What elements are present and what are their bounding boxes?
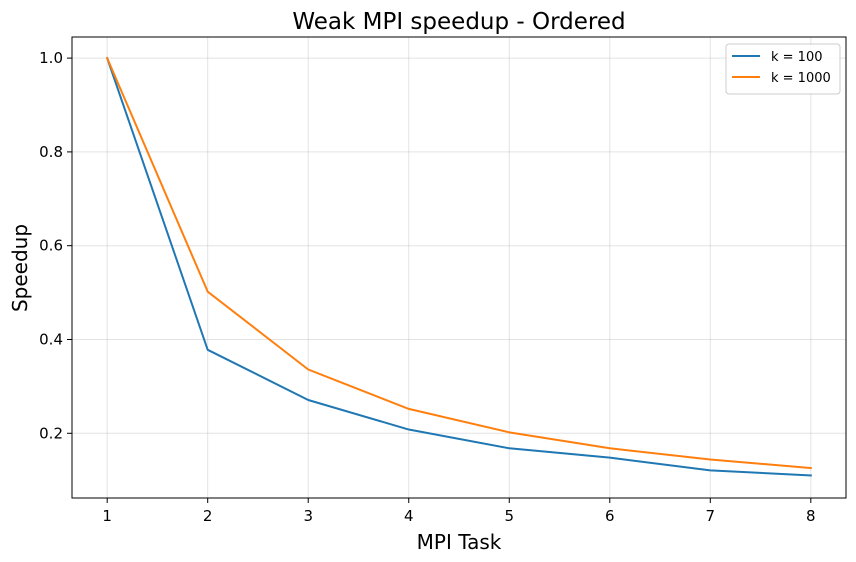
legend: k = 100 k = 1000 [725, 43, 841, 95]
series-line-2 [105, 56, 812, 470]
y-tick-label: 0.6 [39, 237, 63, 255]
plot-frame [71, 36, 847, 499]
series-line-1 [105, 56, 812, 477]
legend-label-1: k = 100 [771, 50, 823, 65]
x-tick-label: 6 [605, 507, 615, 525]
y-axis-title: Speedup [8, 224, 32, 312]
legend-label-2: k = 1000 [771, 71, 831, 86]
series-lines [105, 56, 812, 477]
x-axis-title: MPI Task [417, 530, 502, 554]
x-axis-ticks: 1 2 3 4 5 6 7 8 [102, 498, 816, 525]
x-tick-label: 3 [303, 507, 313, 525]
y-tick-label: 0.2 [39, 424, 63, 442]
x-tick-label: 1 [102, 507, 112, 525]
chart-title: Weak MPI speedup - Ordered [292, 9, 625, 35]
y-axis-ticks: 0.2 0.4 0.6 0.8 1.0 [39, 49, 72, 442]
y-tick-label: 1.0 [39, 49, 63, 67]
x-tick-label: 4 [404, 507, 414, 525]
x-tick-label: 8 [806, 507, 816, 525]
x-tick-label: 5 [504, 507, 514, 525]
x-tick-label: 2 [203, 507, 213, 525]
grid [72, 37, 846, 498]
y-tick-label: 0.8 [39, 143, 63, 161]
y-tick-label: 0.4 [39, 330, 63, 348]
x-tick-label: 7 [706, 507, 716, 525]
